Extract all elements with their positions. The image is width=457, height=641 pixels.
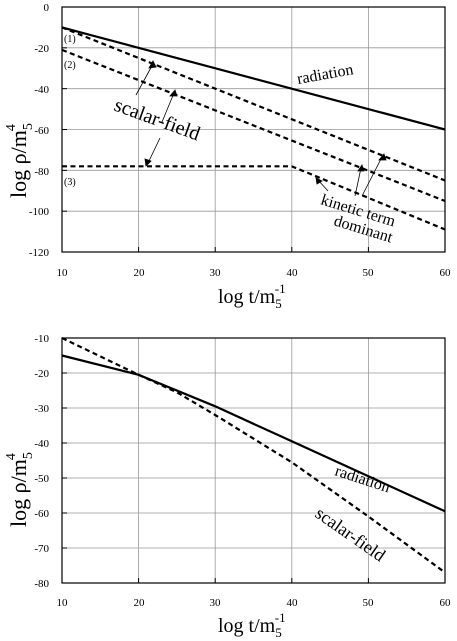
bottom-x-axis-title-main: log t/m [218, 615, 276, 637]
top-y-tick-label: -40 [34, 84, 49, 96]
top-label-1: (1) [64, 34, 76, 45]
top-x-axis-title-sub: 5 [275, 296, 282, 311]
bottom-x-tick-label: 60 [440, 597, 452, 609]
top-y-tick-label: -60 [34, 125, 49, 137]
bottom-chart: radiation scalar-field -10 -20 -30 -40 -… [4, 333, 451, 640]
bottom-x-axis-title-sub: 5 [275, 625, 282, 640]
top-x-tick-label: 50 [363, 267, 375, 279]
top-series [61, 26, 446, 231]
top-series-solid-radiation [61, 26, 446, 131]
bottom-y-axis-title-main: log ρ/m [6, 459, 31, 527]
top-y-axis-title-main: log ρ/m [6, 130, 31, 198]
bottom-y-axis-title: log ρ/m54 [4, 452, 36, 527]
top-ticks [61, 6, 446, 253]
top-chart: (1) (2) (3) radiation scalar-field kinet… [4, 2, 451, 311]
top-x-tick-label: 30 [210, 267, 222, 279]
top-y-tick-label: -20 [34, 43, 49, 55]
top-series-dashed-2 [61, 48, 446, 203]
top-y-axis-title-sub: 5 [21, 123, 36, 130]
top-annotation-radiation: radiation [296, 61, 355, 88]
bottom-y-tick-label: -50 [34, 473, 49, 485]
bottom-y-tick-label: -20 [34, 368, 49, 380]
bottom-annotation-radiation: radiation [333, 463, 392, 497]
bottom-y-tick-label: -30 [34, 403, 49, 415]
top-x-axis-title: log t/m5-1 [218, 281, 286, 311]
top-y-axis-title-sup: 4 [4, 124, 19, 131]
top-label-2: (2) [64, 60, 76, 71]
bottom-y-tick-label: -80 [34, 578, 49, 590]
bottom-x-tick-label: 40 [287, 597, 299, 609]
top-pointer-arrows [135, 60, 387, 197]
top-y-tick-label: -120 [29, 247, 50, 259]
top-x-axis-title-sup: -1 [275, 281, 286, 296]
bottom-x-tick-label: 30 [210, 597, 222, 609]
bottom-x-tick-label: 50 [363, 597, 375, 609]
top-y-tick-label: -80 [34, 166, 49, 178]
bottom-x-tick-label: 20 [134, 597, 146, 609]
top-label-3: (3) [64, 177, 76, 188]
bottom-x-axis-title: log t/m5-1 [218, 610, 286, 640]
bottom-x-axis-title-sup: -1 [275, 610, 286, 625]
bottom-ticks [61, 337, 446, 584]
top-x-tick-label: 40 [287, 267, 299, 279]
bottom-y-tick-label: -40 [34, 438, 49, 450]
top-series-dashed-3 [62, 165, 446, 231]
bottom-annotation-scalar-field: scalar-field [312, 503, 389, 566]
bottom-y-axis-title-sub: 5 [21, 452, 36, 459]
top-y-axis-title: log ρ/m54 [4, 123, 36, 198]
bottom-y-axis-title-sup: 4 [4, 453, 19, 460]
top-x-tick-label: 20 [134, 267, 146, 279]
top-x-axis-title-main: log t/m [218, 286, 276, 308]
top-series-dashed-1 [61, 26, 446, 182]
bottom-y-tick-label: -60 [34, 508, 49, 520]
bottom-y-tick-label: -10 [34, 333, 49, 345]
bottom-plot-frame [61, 337, 446, 584]
bottom-series-solid-radiation [61, 354, 446, 513]
top-x-tick-label: 60 [440, 267, 452, 279]
top-annotation-scalar-field: scalar-field [111, 94, 203, 145]
top-y-tick-label: 0 [44, 2, 50, 14]
bottom-grid [61, 337, 446, 584]
bottom-series-dashed-scalar-field [61, 337, 446, 574]
bottom-x-tick-label: 10 [57, 597, 69, 609]
bottom-y-tick-label: -70 [34, 543, 49, 555]
top-y-tick-label: -100 [29, 206, 50, 218]
bottom-series [61, 337, 446, 574]
top-x-tick-label: 10 [57, 267, 69, 279]
